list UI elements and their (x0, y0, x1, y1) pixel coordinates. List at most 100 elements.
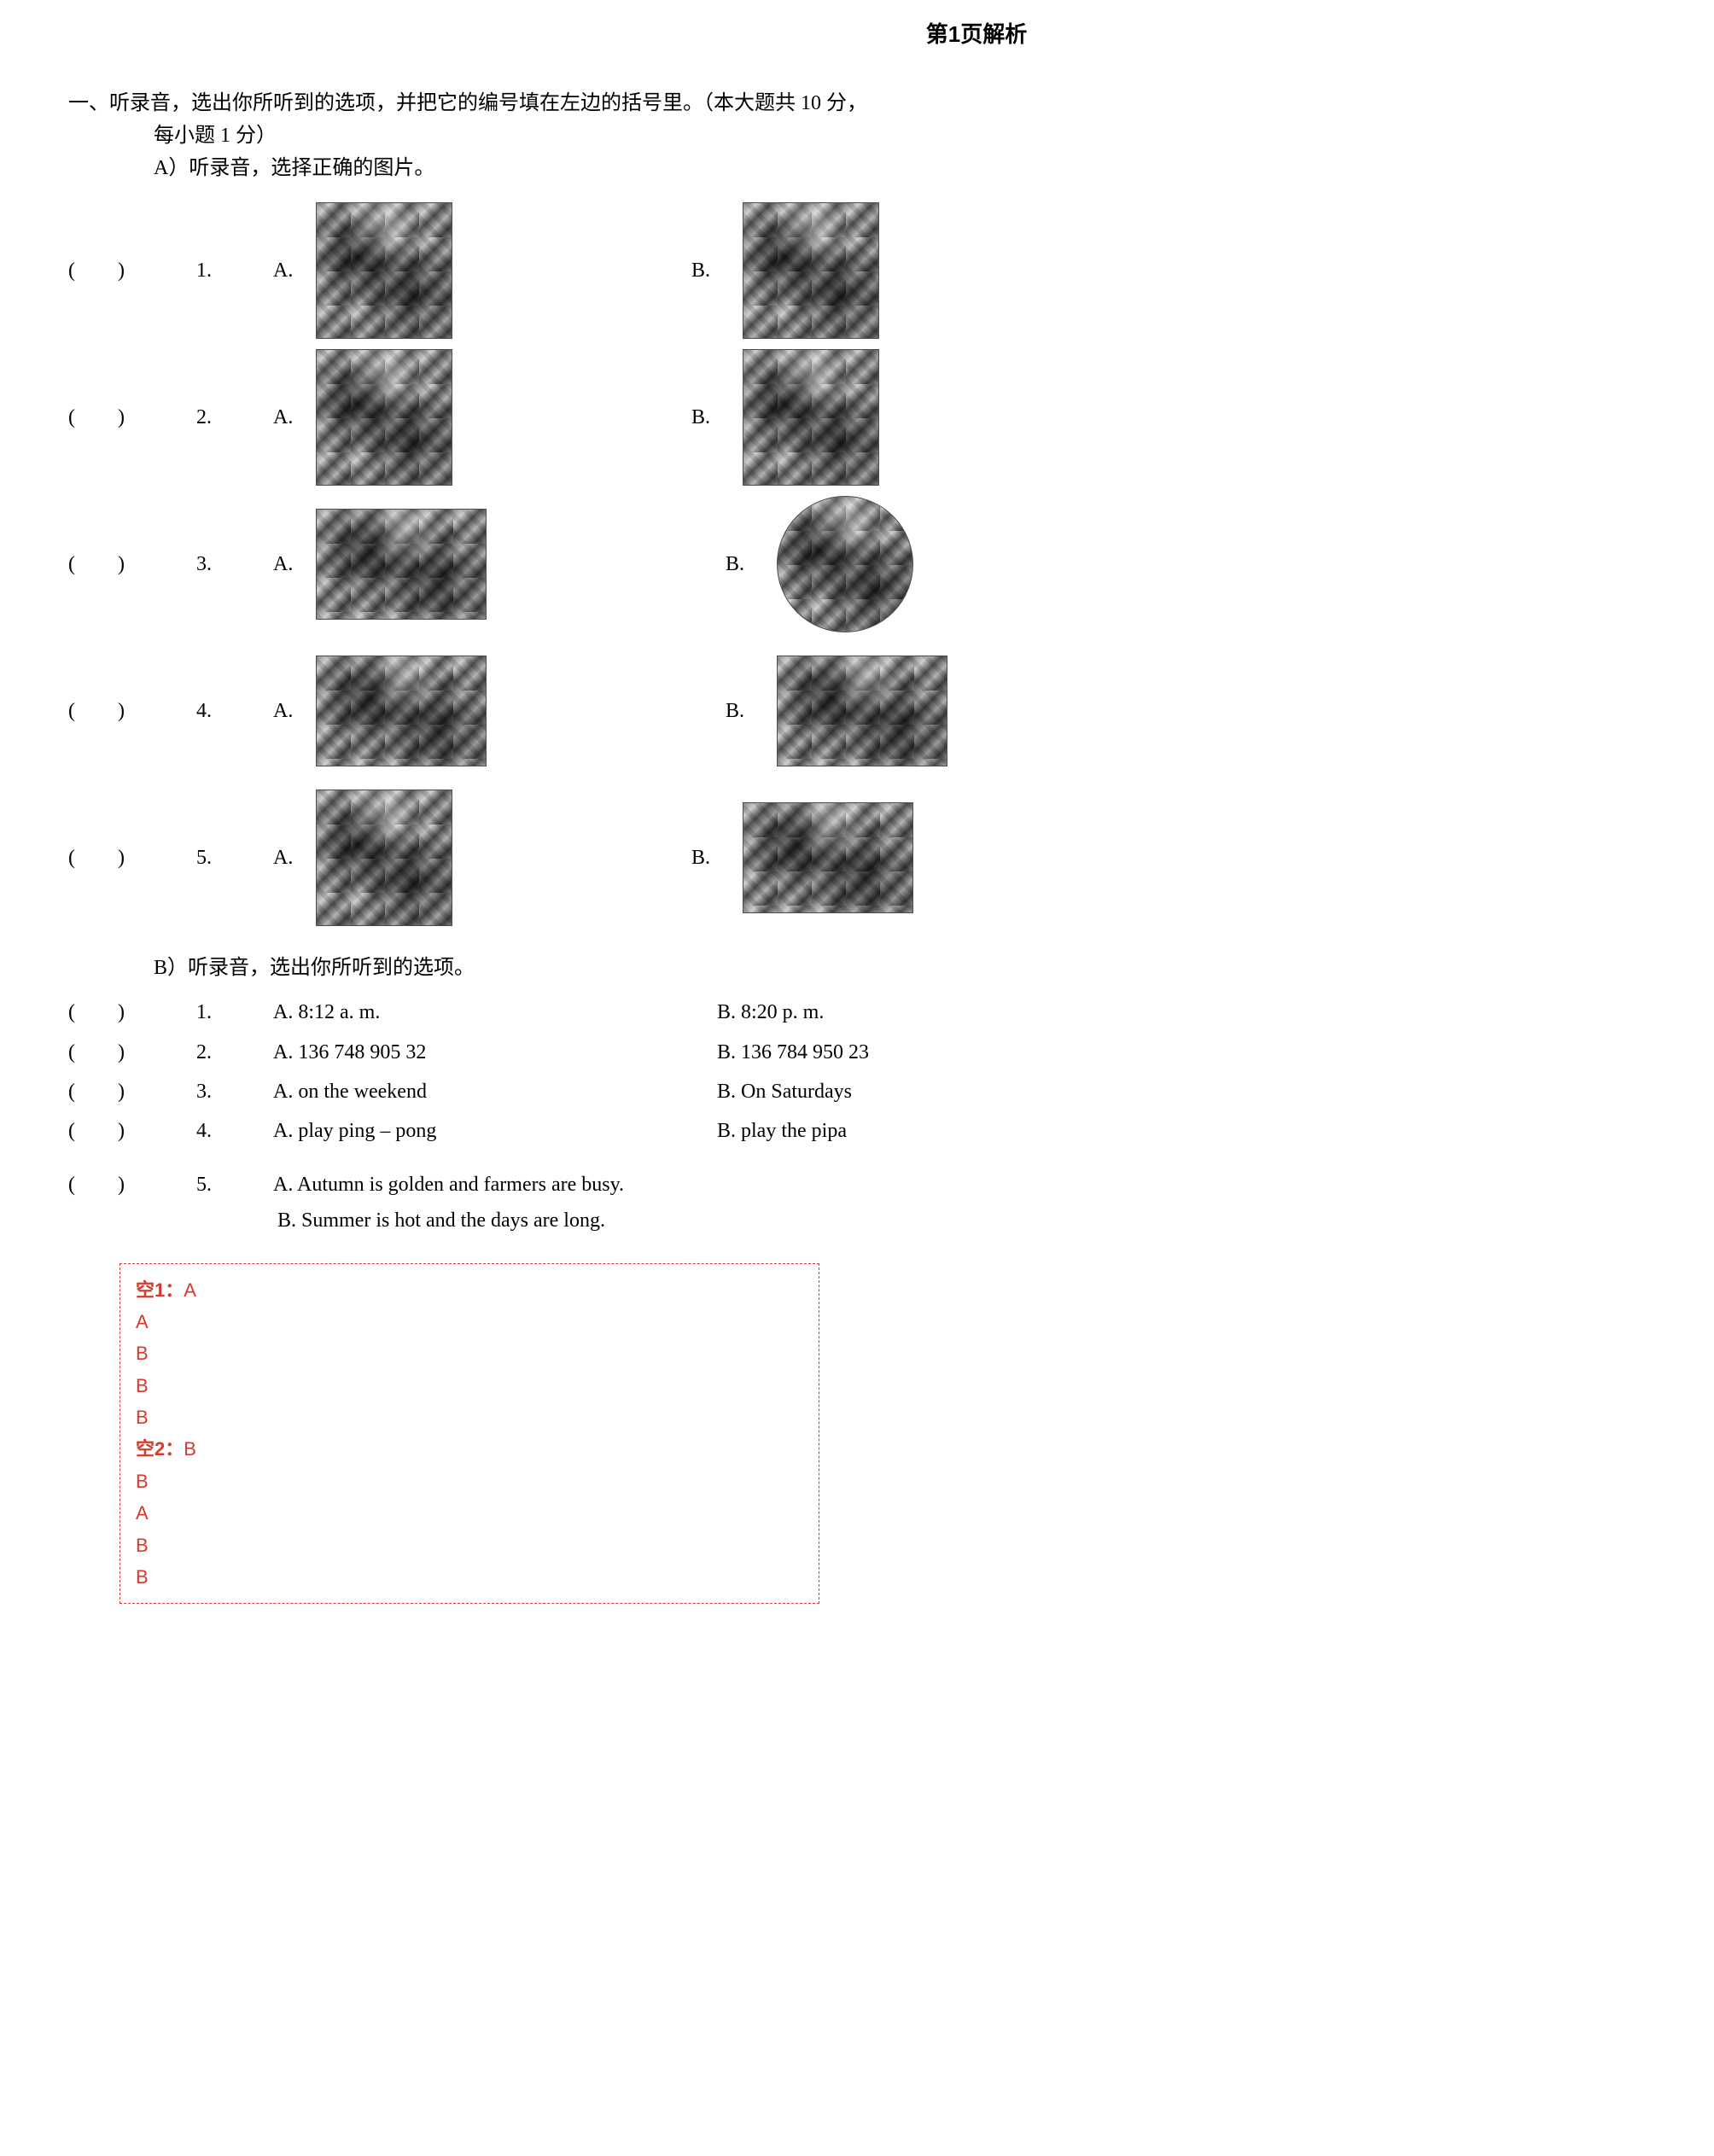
option-b-label: B. (726, 695, 777, 727)
paren-open: ( (68, 847, 118, 869)
image-question-row: ()3.A.B. (68, 496, 1646, 632)
answer-paren[interactable]: () (68, 548, 196, 580)
option-a-text: A. 136 748 905 32 (273, 1036, 717, 1069)
paren-open: ( (68, 700, 118, 722)
paren-open: ( (68, 1081, 118, 1103)
option-b-image (743, 802, 913, 913)
part-a-title-line: A）听录音，选择正确的图片。 (68, 152, 1646, 184)
part-a-title: A）听录音，选择正确的图片。 (154, 157, 434, 179)
option-b-text: B. Summer is hot and the days are long. (277, 1209, 605, 1232)
text-question-row: ()3.A. on the weekendB. On Saturdays (68, 1075, 1646, 1108)
paren-close: ) (118, 1120, 167, 1142)
paren-open: ( (68, 1174, 118, 1196)
option-a-text: A. on the weekend (273, 1075, 717, 1108)
answer-box: 空1：A A B B B 空2：B B A B B (120, 1263, 819, 1605)
option-a-label: A. (273, 254, 316, 287)
answer-paren[interactable]: () (68, 1036, 196, 1069)
answer-paren[interactable]: () (68, 842, 196, 874)
option-a-image (316, 349, 452, 486)
page-title: 第1页解析 (926, 21, 1027, 47)
answer-2-2: A (136, 1497, 803, 1529)
page-header: 第1页解析 (68, 17, 1646, 53)
answer-paren[interactable]: () (68, 1115, 196, 1147)
paren-close: ) (118, 847, 167, 869)
answer-paren[interactable]: () (68, 401, 196, 434)
option-b-label: B. (691, 254, 743, 287)
image-question-row: ()2.A.B. (68, 349, 1646, 486)
paren-open: ( (68, 553, 118, 575)
paren-close: ) (118, 406, 167, 428)
paren-close: ) (118, 1081, 167, 1103)
paren-close: ) (118, 259, 167, 282)
option-b-image (743, 349, 879, 486)
question-number: 5. (196, 842, 273, 874)
question-number: 2. (196, 401, 273, 434)
answer-paren[interactable]: () (68, 1168, 196, 1201)
option-b-label: B. (691, 401, 743, 434)
option-b-label: B. (691, 842, 743, 874)
answer-2-0: B (184, 1438, 196, 1460)
image-question-row: ()4.A.B. (68, 643, 1646, 779)
question-number: 1. (196, 996, 273, 1028)
answer-1-3: B (136, 1370, 803, 1401)
option-a-image (316, 656, 487, 766)
option-b-image (777, 496, 913, 632)
option-b-image (743, 202, 879, 339)
image-question-row: ()1.A.B. (68, 202, 1646, 339)
answer-2-1: B (136, 1465, 803, 1497)
paren-close: ) (118, 700, 167, 722)
option-a-text: A. Autumn is golden and farmers are busy… (273, 1168, 624, 1201)
intro-text-1: 听录音，选出你所听到的选项，并把它的编号填在左边的括号里。（本大题共 10 分， (109, 92, 867, 114)
intro-line-1: 一、听录音，选出你所听到的选项，并把它的编号填在左边的括号里。（本大题共 10 … (68, 87, 1646, 119)
answer-1-1: A (136, 1306, 803, 1337)
question-number: 2. (196, 1036, 273, 1069)
text-question-5: () 5. A. Autumn is golden and farmers ar… (68, 1168, 1646, 1238)
paren-open: ( (68, 259, 118, 282)
answer-paren[interactable]: () (68, 695, 196, 727)
paren-open: ( (68, 1120, 118, 1142)
answer-2-3: B (136, 1530, 803, 1561)
part-b-title-line: B）听录音，选出你所听到的选项。 (154, 952, 1646, 984)
answer-1-0: A (184, 1279, 196, 1301)
option-a-label: A. (273, 842, 316, 874)
option-a-image (316, 509, 487, 620)
answer-1-2: B (136, 1337, 803, 1369)
paren-close: ) (118, 1001, 167, 1023)
text-question-list: ()1.A. 8:12 a. m.B. 8:20 p. m.()2.A. 136… (68, 996, 1646, 1148)
option-b-text: B. 136 784 950 23 (717, 1036, 869, 1069)
paren-open: ( (68, 1041, 118, 1063)
question-number: 3. (196, 548, 273, 580)
text-question-row: ()2.A. 136 748 905 32B. 136 784 950 23 (68, 1036, 1646, 1069)
option-a-text: A. 8:12 a. m. (273, 996, 717, 1028)
answer-label-1: 空1： (136, 1279, 184, 1301)
question-number: 4. (196, 1115, 273, 1147)
option-a-label: A. (273, 695, 316, 727)
answer-label-2: 空2： (136, 1438, 184, 1460)
option-a-text: A. play ping – pong (273, 1115, 717, 1147)
paren-close: ) (118, 553, 167, 575)
paren-open: ( (68, 1001, 118, 1023)
question-number: 5. (196, 1168, 273, 1201)
option-a-label: A. (273, 401, 316, 434)
answer-paren[interactable]: () (68, 1075, 196, 1108)
option-b-text: B. 8:20 p. m. (717, 996, 824, 1028)
question-number: 3. (196, 1075, 273, 1108)
paren-close: ) (118, 1174, 167, 1196)
answer-paren[interactable]: () (68, 254, 196, 287)
option-b-image (777, 656, 947, 766)
answer-paren[interactable]: () (68, 996, 196, 1028)
text-question-row: ()4.A. play ping – pongB. play the pipa (68, 1115, 1646, 1147)
question-number: 1. (196, 254, 273, 287)
question-number: 4. (196, 695, 273, 727)
paren-open: ( (68, 406, 118, 428)
section-number: 一、 (68, 92, 109, 114)
intro-line-2: 每小题 1 分） (68, 119, 1646, 152)
option-b-text: B. play the pipa (717, 1115, 847, 1147)
image-question-list: ()1.A.B.()2.A.B.()3.A.B.()4.A.B.()5.A.B. (68, 202, 1646, 926)
part-b-title: B）听录音，选出你所听到的选项。 (154, 957, 475, 979)
option-a-image (316, 790, 452, 926)
answer-2-4: B (136, 1561, 803, 1593)
answer-1-4: B (136, 1401, 803, 1433)
option-b-text: B. On Saturdays (717, 1075, 852, 1108)
text-question-row: ()1.A. 8:12 a. m.B. 8:20 p. m. (68, 996, 1646, 1028)
